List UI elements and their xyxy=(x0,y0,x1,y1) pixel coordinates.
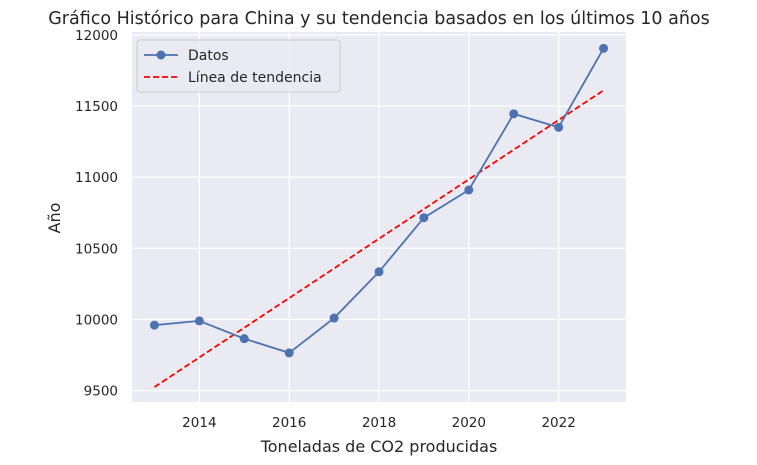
y-tick-label: 11500 xyxy=(75,99,118,115)
x-tick-label: 2020 xyxy=(452,415,486,431)
y-tick-label: 10500 xyxy=(75,241,118,257)
x-tick-label: 2016 xyxy=(272,415,306,431)
y-tick-label: 12000 xyxy=(75,28,118,44)
data-point xyxy=(149,320,159,330)
y-tick-label: 11000 xyxy=(75,170,118,186)
y-tick-label: 9500 xyxy=(84,384,118,400)
legend-label-datos: Datos xyxy=(188,48,229,64)
legend-box xyxy=(136,39,341,93)
y-tick-label: 10000 xyxy=(75,312,118,328)
data-point xyxy=(419,213,429,223)
legend-label-tendencia: Línea de tendencia xyxy=(188,70,322,86)
legend: Datos Línea de tendencia xyxy=(136,39,341,93)
y-gridlines xyxy=(132,34,626,392)
chart-title: Gráfico Histórico para China y su tenden… xyxy=(48,9,709,29)
data-point xyxy=(194,316,204,326)
data-point xyxy=(509,109,519,119)
series-layer xyxy=(149,43,609,388)
data-point xyxy=(599,43,609,53)
y-tick-labels: 9500 10000 10500 11000 11500 12000 xyxy=(75,28,118,400)
x-axis-label: Toneladas de CO2 producidas xyxy=(260,437,498,456)
x-tick-label: 2018 xyxy=(362,415,396,431)
x-tick-labels: 2014 2016 2018 2020 2022 xyxy=(182,415,576,431)
legend-marker-datos xyxy=(156,50,166,60)
x-tick-label: 2014 xyxy=(182,415,216,431)
data-point xyxy=(464,185,474,195)
data-point xyxy=(284,348,294,358)
x-tick-label: 2022 xyxy=(541,415,575,431)
y-axis-label: Año xyxy=(45,203,64,234)
data-point xyxy=(374,267,384,277)
data-point xyxy=(239,334,249,344)
x-gridlines xyxy=(198,32,560,402)
data-point xyxy=(554,122,564,132)
data-point xyxy=(329,313,339,323)
